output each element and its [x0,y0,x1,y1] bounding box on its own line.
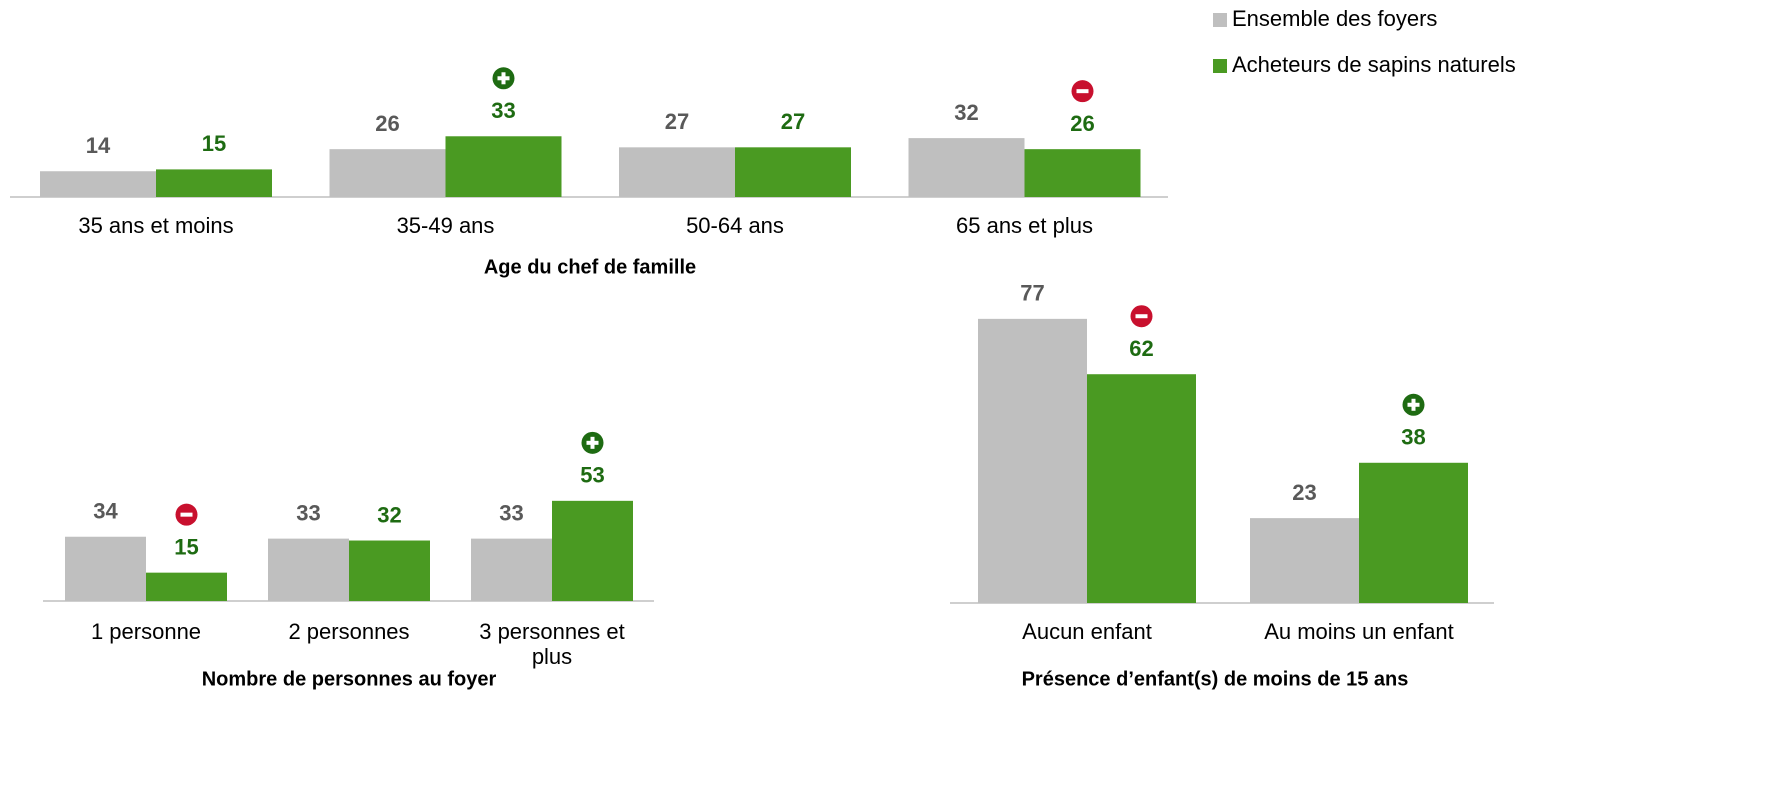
marker-bar [1135,314,1148,319]
significance-marker [175,503,198,526]
x-tick-label: 35 ans et moins [78,213,234,238]
marker-bar [1076,89,1089,94]
value-label: 23 [1292,480,1316,505]
axis-title: Présence d’enfant(s) de moins de 15 ans [1022,668,1409,690]
x-tick-label: 1 personne [90,619,202,644]
category-text: 50-64 ans [686,213,784,238]
legend-swatch [1213,59,1227,73]
bar [1359,462,1468,603]
value-label: 32 [954,100,978,125]
bar [40,171,156,197]
category-text: 65 ans et plus [956,213,1093,238]
marker-bar [501,72,506,85]
category-text: 35 ans et moins [78,213,234,238]
marker-bar [180,512,193,517]
axis-title: Nombre de personnes au foyer [202,668,497,690]
x-tick-label: 35-49 ans [396,213,495,238]
bar [471,538,552,601]
bar [65,536,146,601]
bar [349,540,430,601]
bar [1250,518,1359,603]
legend-label: Ensemble des foyers [1232,6,1437,31]
legend-swatch [1213,13,1227,27]
significance-marker [1402,393,1425,416]
bar [1024,149,1141,197]
value-label: 32 [377,502,401,527]
value-label: 33 [499,500,523,525]
category-text: Au moins un enfant [1264,619,1454,644]
bar [908,138,1025,197]
bar [735,147,851,197]
category-text: 35-49 ans [396,213,495,238]
legend-label: Acheteurs de sapins naturels [1232,52,1516,77]
bar [619,147,735,197]
value-label: 26 [375,111,399,136]
significance-marker [492,67,515,90]
marker-bar [1411,398,1416,411]
value-label: 15 [174,534,198,559]
significance-marker [1071,80,1094,103]
bar [445,136,562,197]
x-tick-label: Aucun enfant [1022,619,1152,644]
value-label: 38 [1401,425,1425,450]
significance-marker [1130,305,1153,328]
x-tick-label: 50-64 ans [686,213,784,238]
x-tick-label: 3 personnes et plus [479,619,625,669]
bar [146,572,227,601]
value-label: 53 [580,463,604,488]
bar [552,500,633,601]
category-text: Aucun enfant [1022,619,1152,644]
x-tick-label: Au moins un enfant [1264,619,1454,644]
value-label: 14 [86,133,111,158]
value-label: 27 [781,109,805,134]
value-label: 27 [665,109,689,134]
category-text: 3 personnes et plus [479,619,625,669]
bar [329,149,446,197]
bar [978,318,1087,603]
x-tick-label: 65 ans et plus [956,213,1093,238]
value-label: 33 [296,500,320,525]
significance-marker [581,431,604,454]
value-label: 77 [1020,281,1044,306]
x-tick-label: 2 personnes [288,619,410,644]
value-label: 34 [93,499,118,524]
axis-title: Age du chef de famille [484,256,696,278]
bar [156,169,272,197]
value-label: 26 [1070,111,1094,136]
category-text: 1 personne [90,619,202,644]
bar [1087,374,1196,603]
category-text: 2 personnes [288,619,410,644]
marker-bar [590,436,595,449]
value-label: 62 [1129,336,1153,361]
value-label: 33 [491,98,515,123]
bar [268,538,349,601]
value-label: 15 [202,131,226,156]
